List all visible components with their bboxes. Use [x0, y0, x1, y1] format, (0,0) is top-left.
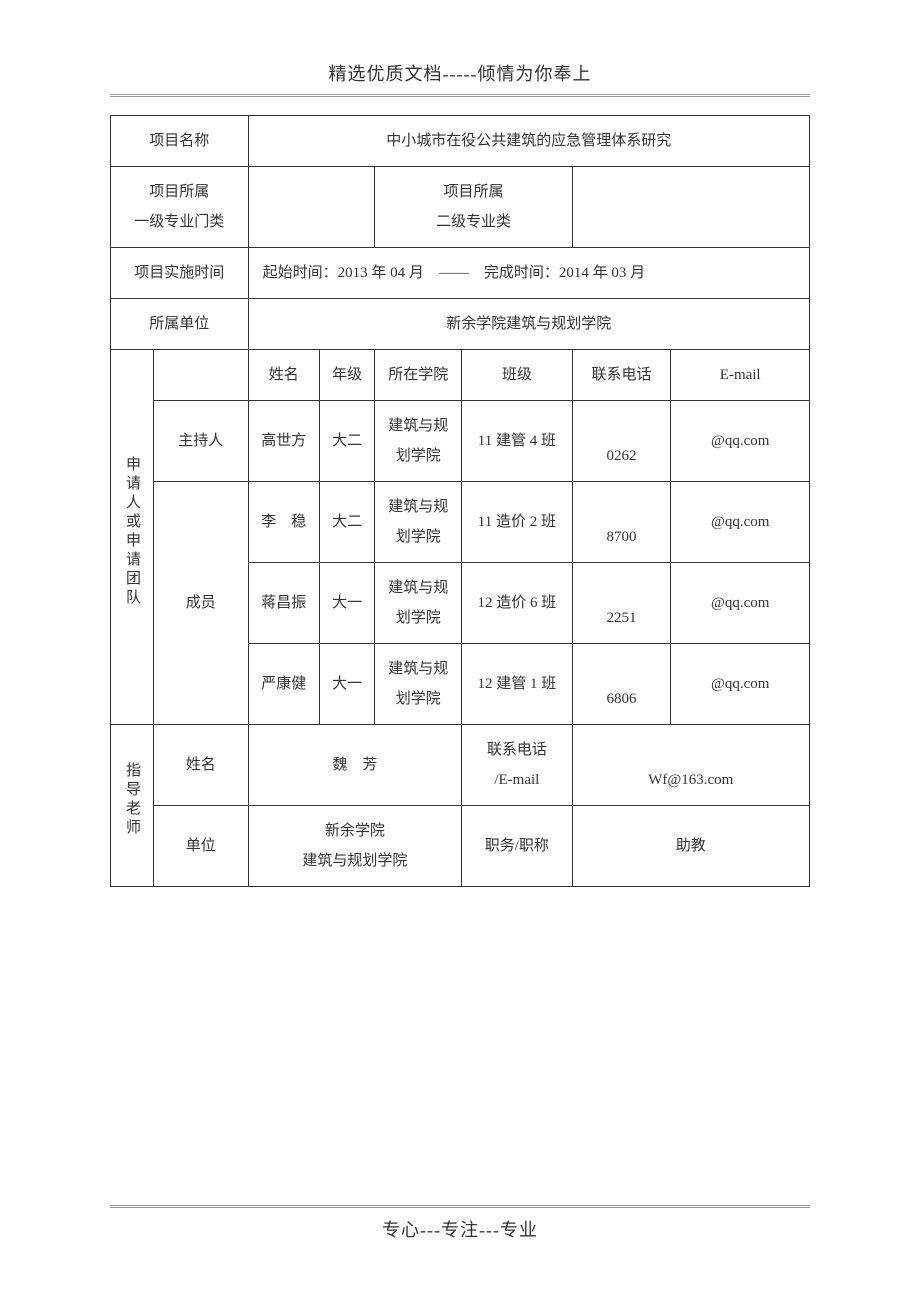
m3-class: 12 建管 1 班: [462, 644, 572, 725]
m1-grade: 大二: [319, 482, 374, 563]
row-team-headers: 申请人或申请团队 姓名 年级 所在学院 班级 联系电话 E-mail: [111, 350, 810, 401]
host-name: 高世方: [248, 401, 319, 482]
m2-email: @qq.com: [671, 563, 810, 644]
m2-name: 蒋昌振: [248, 563, 319, 644]
host-college: 建筑与规划学院: [375, 401, 462, 482]
team-header-college: 所在学院: [375, 350, 462, 401]
row-project-name: 项目名称 中小城市在役公共建筑的应急管理体系研究: [111, 116, 810, 167]
advisor-title-value: 助教: [572, 806, 809, 887]
m1-name: 李 稳: [248, 482, 319, 563]
team-header-email: E-mail: [671, 350, 810, 401]
label-team-side: 申请人或申请团队: [111, 350, 154, 725]
team-header-grade: 年级: [319, 350, 374, 401]
value-project-name: 中小城市在役公共建筑的应急管理体系研究: [248, 116, 809, 167]
m2-phone: 2251: [572, 563, 671, 644]
advisor-name-label: 姓名: [154, 725, 249, 806]
advisor-contact-value: Wf@163.com: [572, 725, 809, 806]
value-level1-category: [248, 167, 375, 248]
row-category: 项目所属 一级专业门类 项目所属 二级专业类: [111, 167, 810, 248]
advisor-unit-label: 单位: [154, 806, 249, 887]
value-level2-category: [572, 167, 809, 248]
page-footer: 专心---专注---专业: [0, 1207, 920, 1242]
label-project-name: 项目名称: [111, 116, 249, 167]
host-class: 11 建管 4 班: [462, 401, 572, 482]
m3-phone: 6806: [572, 644, 671, 725]
label-host: 主持人: [154, 401, 249, 482]
team-header-blank: [154, 350, 249, 401]
host-grade: 大二: [319, 401, 374, 482]
header-divider: [110, 94, 810, 95]
m2-grade: 大一: [319, 563, 374, 644]
row-unit: 所属单位 新余学院建筑与规划学院: [111, 299, 810, 350]
m3-grade: 大一: [319, 644, 374, 725]
host-phone: 0262: [572, 401, 671, 482]
row-time: 项目实施时间 起始时间：2013 年 04 月 —— 完成时间：2014 年 0…: [111, 248, 810, 299]
label-level2-category: 项目所属 二级专业类: [375, 167, 572, 248]
team-row-member1: 成员 李 稳 大二 建筑与规划学院 11 造价 2 班 8700 @qq.com: [111, 482, 810, 563]
advisor-unit-value: 新余学院 建筑与规划学院: [248, 806, 462, 887]
m1-college: 建筑与规划学院: [375, 482, 462, 563]
m2-class: 12 造价 6 班: [462, 563, 572, 644]
team-header-name: 姓名: [248, 350, 319, 401]
team-header-phone: 联系电话: [572, 350, 671, 401]
label-advisor-side: 指导老师: [111, 725, 154, 887]
advisor-name-value: 魏 芳: [248, 725, 462, 806]
label-level1-category: 项目所属 一级专业门类: [111, 167, 249, 248]
value-time: 起始时间：2013 年 04 月 —— 完成时间：2014 年 03 月: [248, 248, 809, 299]
footer-divider: [110, 1207, 810, 1208]
m1-email: @qq.com: [671, 482, 810, 563]
footer-text: 专心---专注---专业: [382, 1220, 538, 1240]
team-row-host: 主持人 高世方 大二 建筑与规划学院 11 建管 4 班 0262 @qq.co…: [111, 401, 810, 482]
m2-college: 建筑与规划学院: [375, 563, 462, 644]
application-form-table: 项目名称 中小城市在役公共建筑的应急管理体系研究 项目所属 一级专业门类 项目所…: [110, 115, 810, 887]
page-header: 精选优质文档-----倾情为你奉上: [0, 0, 920, 95]
row-advisor-unit: 单位 新余学院 建筑与规划学院 职务/职称 助教: [111, 806, 810, 887]
label-time: 项目实施时间: [111, 248, 249, 299]
advisor-contact-label: 联系电话 /E-mail: [462, 725, 572, 806]
host-email: @qq.com: [671, 401, 810, 482]
m3-college: 建筑与规划学院: [375, 644, 462, 725]
m3-email: @qq.com: [671, 644, 810, 725]
label-members: 成员: [154, 482, 249, 725]
header-text: 精选优质文档-----倾情为你奉上: [329, 64, 592, 84]
m1-phone: 8700: [572, 482, 671, 563]
row-advisor-name: 指导老师 姓名 魏 芳 联系电话 /E-mail Wf@163.com: [111, 725, 810, 806]
m1-class: 11 造价 2 班: [462, 482, 572, 563]
advisor-title-label: 职务/职称: [462, 806, 572, 887]
m3-name: 严康健: [248, 644, 319, 725]
value-unit: 新余学院建筑与规划学院: [248, 299, 809, 350]
team-header-class: 班级: [462, 350, 572, 401]
label-unit: 所属单位: [111, 299, 249, 350]
